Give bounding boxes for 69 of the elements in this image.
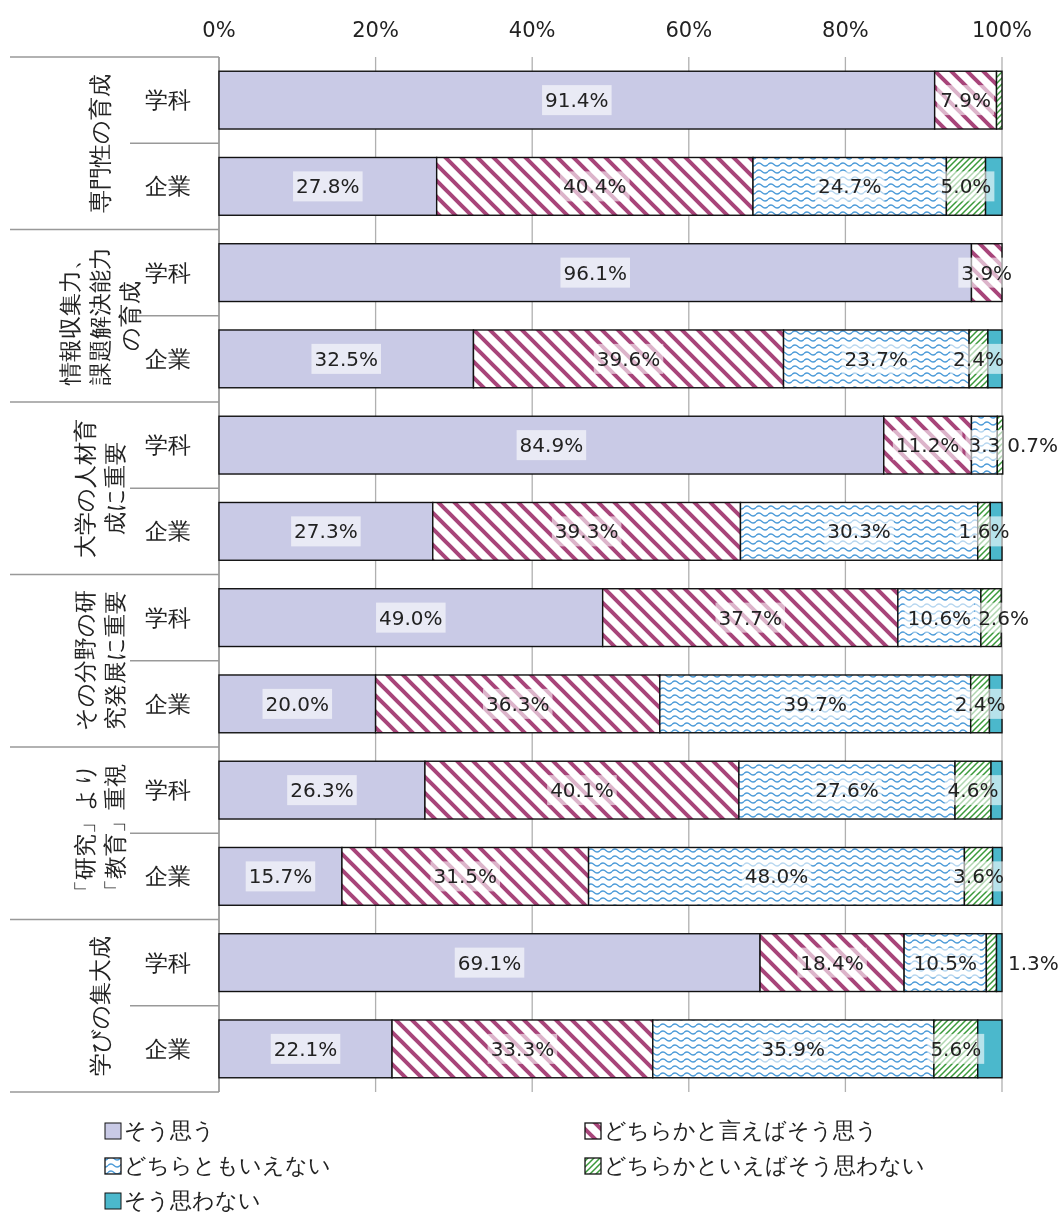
data-label: 5.0%: [940, 174, 992, 199]
x-tick-label: 0%: [202, 18, 236, 42]
y-tick-label: 企業: [145, 345, 191, 372]
data-label: 26.3%: [290, 778, 354, 803]
data-label: 10.5%: [913, 950, 978, 975]
y-tick-label: 学科: [145, 604, 191, 631]
data-label: 39.3%: [554, 519, 619, 544]
data-label: 2.6%: [978, 605, 1029, 630]
y-tick-label: 学科: [145, 432, 191, 459]
data-label: 5.6%: [930, 1036, 982, 1061]
x-tick-label: 40%: [508, 18, 556, 42]
data-label: 33.3%: [490, 1036, 555, 1061]
data-label: 27.6%: [815, 778, 879, 803]
data-label: 40.4%: [563, 174, 627, 199]
data-label: 39.6%: [596, 346, 661, 371]
data-label: 30.3%: [827, 519, 891, 544]
text: 大学の人材育成に重要: [72, 418, 128, 558]
data-label: 10.6%: [907, 605, 972, 630]
data-label: 35.9%: [761, 1036, 826, 1061]
data-label: 11.2%: [895, 433, 960, 458]
data-label: 31.5%: [433, 864, 498, 889]
data-label: 84.9%: [519, 433, 584, 458]
data-label: 36.3%: [485, 691, 550, 716]
y-tick-label: 学科: [145, 949, 191, 976]
x-tick-label: 60%: [665, 18, 713, 42]
text: 「研究」より「教育」重視: [72, 763, 128, 904]
x-tick-label: 100%: [971, 18, 1033, 42]
data-label: 1.3%: [1008, 950, 1059, 975]
data-label: 2.4%: [953, 346, 1004, 371]
x-tick-label: 80%: [822, 18, 869, 42]
y-tick-label: 学科: [145, 259, 191, 286]
data-label: 37.7%: [718, 605, 783, 630]
legend-label: そう思う: [124, 1118, 215, 1143]
data-label: 15.7%: [248, 864, 313, 889]
y-tick-label: 企業: [145, 173, 191, 200]
data-label: 23.7%: [844, 346, 909, 371]
y-tick-label: 企業: [145, 518, 191, 545]
data-label: 0.7%: [1007, 433, 1059, 458]
data-label: 69.1%: [457, 950, 522, 975]
data-label: 48.0%: [744, 864, 809, 889]
y-tick-label: 企業: [145, 690, 191, 717]
text: 学びの集大成: [87, 935, 113, 1076]
data-label: 91.4%: [545, 88, 609, 113]
data-label: 39.7%: [783, 691, 848, 716]
data-label: 96.1%: [563, 260, 627, 285]
y-tick-label: 学科: [145, 777, 191, 804]
data-label: 2.4%: [954, 691, 1006, 716]
y-tick-label: 学科: [145, 87, 191, 114]
data-label: 1.6%: [958, 519, 1010, 544]
data-label: 49.0%: [379, 605, 443, 630]
data-label: 24.7%: [817, 174, 882, 199]
text: その分野の研究発展に重要: [72, 590, 128, 732]
data-label: 3.3: [968, 433, 1001, 458]
data-label: 40.1%: [550, 778, 614, 803]
data-label: 27.8%: [296, 174, 360, 199]
data-label: 27.3%: [294, 519, 358, 544]
data-label: 4.6%: [947, 778, 999, 803]
y-tick-label: 企業: [145, 863, 191, 890]
data-label: 3.6%: [953, 864, 1004, 889]
text: 専門性の育成: [87, 73, 113, 213]
data-label: 20.0%: [265, 691, 330, 716]
y-tick-label: 企業: [145, 1035, 191, 1062]
data-label: 18.4%: [800, 950, 864, 975]
x-tick-label: 20%: [352, 18, 399, 42]
data-label: 32.5%: [314, 346, 379, 371]
data-label: 3.9%: [961, 260, 1013, 285]
data-label: 7.9%: [940, 88, 991, 113]
data-label: 22.1%: [273, 1036, 338, 1061]
text: 情報収集力、課題解決能力の育成: [57, 246, 143, 386]
